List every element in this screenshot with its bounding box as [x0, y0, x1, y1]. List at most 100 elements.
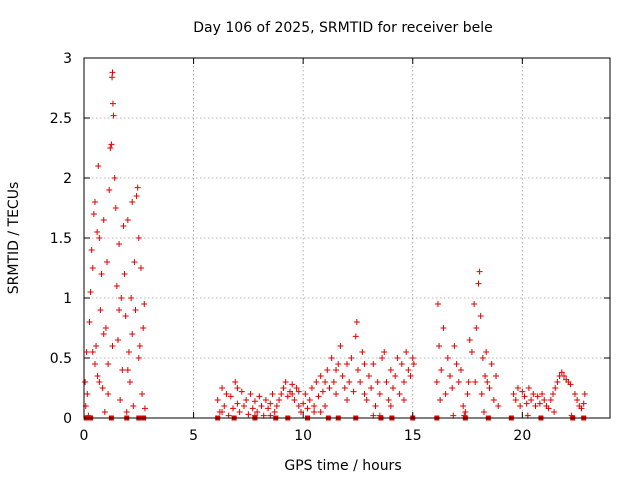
data-point — [313, 379, 320, 385]
data-point — [128, 295, 135, 301]
data-point — [528, 397, 535, 403]
data-point — [234, 385, 241, 391]
data-point — [95, 163, 102, 169]
data-point — [580, 400, 587, 407]
data-point — [91, 361, 98, 367]
data-point — [472, 379, 479, 385]
data-point — [462, 409, 469, 415]
y-tick-label: 2.5 — [50, 111, 72, 127]
data-point — [510, 391, 517, 397]
data-point — [140, 325, 147, 331]
data-point — [453, 361, 460, 367]
data-point — [280, 385, 287, 391]
data-point — [368, 385, 375, 391]
data-point — [114, 337, 121, 343]
data-point — [457, 367, 464, 373]
data-point — [403, 349, 410, 355]
data-point — [488, 361, 495, 367]
data-point — [530, 391, 537, 397]
data-point — [365, 373, 372, 379]
data-point — [493, 373, 500, 379]
chart-title: Day 106 of 2025, SRMTID for receiver bel… — [193, 20, 492, 36]
x-axis-label: GPS time / hours — [284, 458, 401, 474]
data-point — [89, 349, 96, 355]
data-point — [525, 385, 532, 391]
data-point — [94, 373, 101, 379]
data-point — [295, 388, 302, 395]
data-point — [249, 405, 256, 412]
data-point — [311, 403, 318, 409]
data-point — [136, 343, 143, 349]
data-point — [396, 391, 403, 397]
data-point — [223, 391, 230, 397]
data-point — [514, 385, 521, 391]
data-point — [258, 403, 265, 409]
data-point — [322, 379, 329, 385]
data-point — [123, 409, 130, 415]
data-point — [91, 199, 98, 205]
data-point — [289, 381, 296, 388]
data-point — [465, 379, 472, 385]
data-point — [370, 361, 377, 367]
data-point — [444, 355, 451, 361]
data-point — [120, 223, 127, 229]
data-point — [374, 379, 381, 385]
data-point — [517, 403, 524, 409]
x-tick-label: 15 — [404, 428, 422, 444]
data-point — [344, 361, 350, 367]
data-point — [361, 361, 368, 367]
data-point — [132, 307, 139, 313]
data-point — [111, 175, 118, 181]
data-point — [256, 393, 263, 400]
data-point — [124, 217, 131, 223]
data-point — [478, 391, 485, 397]
data-point — [141, 301, 148, 307]
data-point — [271, 409, 278, 415]
data-point — [437, 397, 444, 403]
x-tick-label: 5 — [189, 428, 198, 444]
data-point — [344, 397, 350, 403]
data-point — [83, 349, 90, 355]
data-point — [125, 349, 132, 355]
data-point — [560, 373, 567, 379]
data-point — [407, 373, 414, 379]
data-point — [475, 280, 482, 287]
data-points — [82, 69, 588, 421]
data-point — [137, 265, 144, 271]
data-point — [139, 391, 146, 397]
data-point — [245, 411, 252, 418]
data-point — [117, 397, 124, 403]
data-point — [398, 361, 405, 367]
x-tick-label: 10 — [294, 428, 312, 444]
data-point — [116, 241, 123, 247]
data-point — [532, 403, 539, 409]
data-point — [383, 379, 390, 385]
data-point — [100, 217, 107, 223]
data-point — [541, 397, 548, 403]
data-point — [400, 379, 407, 385]
data-point — [282, 379, 289, 385]
data-point — [131, 259, 138, 265]
data-point — [98, 271, 105, 277]
data-point — [278, 391, 285, 397]
data-point — [238, 388, 245, 395]
data-point — [326, 385, 333, 391]
data-point — [473, 325, 480, 331]
data-point — [243, 397, 250, 403]
data-point — [141, 405, 148, 412]
x-tick-label: 20 — [513, 428, 531, 444]
data-point — [104, 259, 111, 265]
data-point — [109, 343, 116, 349]
data-point — [490, 397, 497, 403]
data-point — [324, 367, 331, 373]
data-point — [86, 319, 93, 325]
data-point — [357, 379, 364, 385]
data-point — [135, 355, 142, 361]
data-point — [442, 391, 449, 397]
data-point — [480, 409, 487, 415]
data-point — [483, 349, 490, 355]
data-point — [471, 301, 478, 307]
data-point — [385, 397, 392, 403]
